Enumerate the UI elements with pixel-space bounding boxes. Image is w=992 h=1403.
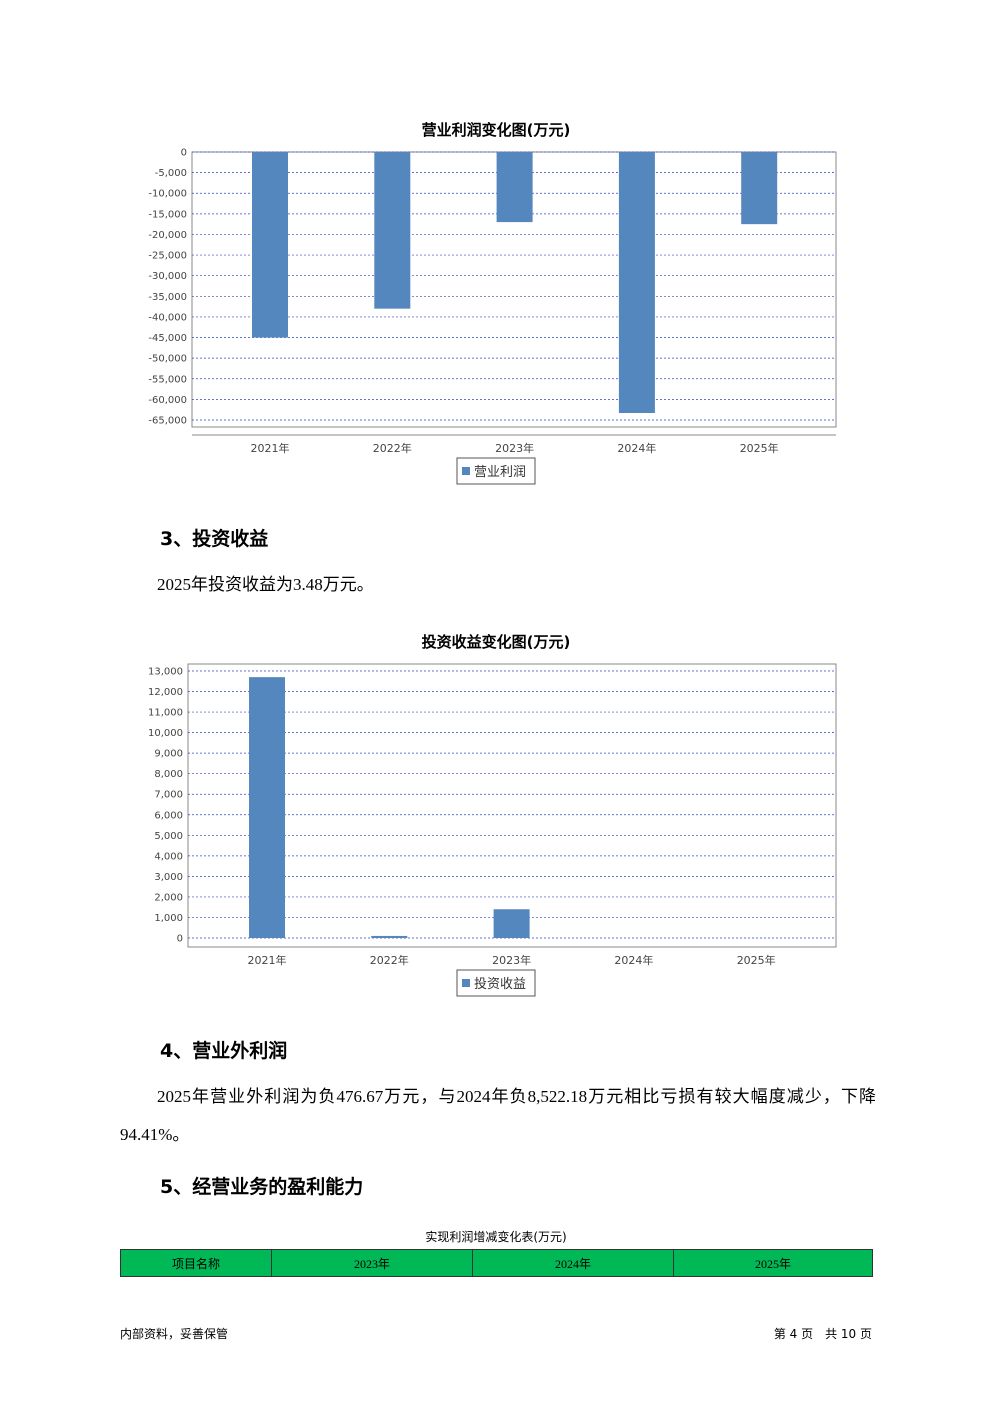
y-tick-label: -35,000 <box>148 292 187 303</box>
table-title: 实现利润增减变化表(万元) <box>425 1230 567 1244</box>
y-tick-label: -50,000 <box>148 354 187 365</box>
footer-right: 第 4 页 共 10 页 <box>773 1327 872 1341</box>
x-tick-label: 2021年 <box>251 441 290 455</box>
header-cell: 2023年 <box>271 1249 473 1277</box>
footer-left: 内部资料，妥善保管 <box>120 1327 229 1341</box>
bar <box>374 152 411 309</box>
table: 项目名称 2023年 2024年 2025年 <box>120 1249 873 1277</box>
y-tick-label: -25,000 <box>148 251 187 262</box>
bar <box>741 152 778 225</box>
y-tick-label: 13,000 <box>148 666 183 677</box>
charts: 营业利润变化图(万元) 0 -5,000 -10,000 -15,000 -20,000 -… <box>148 121 837 997</box>
x-tick-label: 2022年 <box>370 953 409 967</box>
x-tick-label: 2024年 <box>617 441 656 455</box>
section-heading: 5、经营业务的盈利能力 <box>160 1176 364 1198</box>
y-tick-label: 0 <box>177 934 183 945</box>
bar <box>618 152 655 413</box>
paragraph: 2025年营业外利润为负476.67万元，与2024年负8,522.18万元相比… <box>120 1087 876 1144</box>
x-tick-label: 2024年 <box>614 953 653 967</box>
y-tick-label: -55,000 <box>148 374 187 385</box>
y-tick-label: -30,000 <box>148 271 187 282</box>
x-tick-label: 2023年 <box>495 441 534 455</box>
y-tick-label: -15,000 <box>148 209 187 220</box>
y-tick-label: 1,000 <box>154 913 183 924</box>
chart-title: 投资收益变化图(万元) <box>422 633 571 651</box>
y-tick-label: 5,000 <box>154 831 183 842</box>
header-cell: 项目名称 <box>120 1249 272 1277</box>
x-tick-label: 2021年 <box>248 953 287 967</box>
y-tick-label: -40,000 <box>148 312 187 323</box>
y-tick-label: 6,000 <box>154 810 183 821</box>
bar <box>371 935 408 938</box>
y-tick-label: -60,000 <box>148 395 187 406</box>
header-row: 项目名称 2023年 2024年 2025年 <box>120 1249 873 1277</box>
y-tick-label: -45,000 <box>148 333 187 344</box>
y-tick-label: -10,000 <box>148 189 187 200</box>
legend-swatch <box>462 467 470 475</box>
y-tick-label: -65,000 <box>148 415 187 426</box>
y-tick-label: 9,000 <box>154 749 183 760</box>
y-tick-label: 12,000 <box>148 687 183 698</box>
header-cell: 2024年 <box>472 1249 674 1277</box>
x-tick-label: 2025年 <box>740 441 779 455</box>
y-tick-label: 7,000 <box>154 790 183 801</box>
section-heading: 4、营业外利润 <box>160 1040 288 1062</box>
y-tick-label: 3,000 <box>154 872 183 883</box>
bar <box>493 909 530 938</box>
y-tick-label: 11,000 <box>148 708 183 719</box>
bar <box>252 152 288 338</box>
legend-swatch <box>462 979 470 987</box>
paragraph: 2025年投资收益为3.48万元。 <box>157 575 374 594</box>
x-tick-label: 2022年 <box>373 441 412 455</box>
x-tick-label: 2023年 <box>492 953 531 967</box>
y-tick-label: -5,000 <box>155 168 187 179</box>
y-tick-label: 2,000 <box>154 892 183 903</box>
bar <box>249 677 285 938</box>
chart-title: 营业利润变化图(万元) <box>422 121 571 139</box>
header-cell: 2025年 <box>673 1249 873 1277</box>
legend-label: 投资收益 <box>474 976 526 992</box>
y-tick-label: -20,000 <box>148 230 187 241</box>
y-tick-label: 10,000 <box>148 728 183 739</box>
x-tick-label: 2025年 <box>737 953 776 967</box>
y-tick-label: 0 <box>181 148 187 159</box>
y-tick-label: 4,000 <box>154 851 183 862</box>
section-heading: 3、投资收益 <box>160 528 269 550</box>
y-tick-label: 8,000 <box>154 769 183 780</box>
legend-label: 营业利润 <box>474 465 526 480</box>
plot-area <box>187 663 837 948</box>
bar <box>496 152 533 223</box>
